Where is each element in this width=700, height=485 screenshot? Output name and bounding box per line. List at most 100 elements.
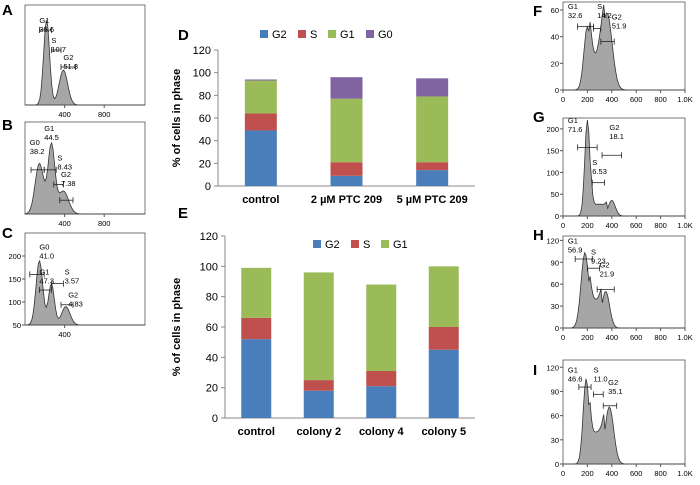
panel-label: E [178,205,188,222]
y-tick-label: 60 [551,6,559,15]
bar-s-segment [366,370,397,387]
gate-value-label: 47.3 [39,276,54,285]
panel-label: H [533,227,544,244]
x-tick-label: 600 [630,95,643,104]
histogram-area [25,259,145,326]
gate-phase-label: S [51,36,56,45]
x-tick-label: 400 [606,221,619,230]
legend-label-g0: G0 [378,29,393,41]
bar-g1-segment [244,80,277,114]
x-tick-label: 5 µM PTC 209 [397,194,468,206]
y-tick-label: 100 [193,68,211,80]
y-tick-label: 40 [551,33,559,42]
x-tick-label: 0 [561,95,565,104]
bar-s-segment [416,162,449,171]
y-tick-label: 0 [205,181,211,193]
histogram-area [563,251,685,329]
bar-g2-segment [416,170,449,186]
gate-phase-label: S [594,365,599,374]
histogram-area [563,4,685,91]
x-tick-label: colony 5 [421,426,466,438]
bar-g1-segment [330,98,363,163]
bar-g2-segment [241,339,272,418]
panel-label: I [533,362,537,379]
y-tick-label: 50 [13,321,21,330]
x-tick-label: 600 [630,469,643,478]
bar-g1-segment [366,284,397,371]
gate-phase-label: G2 [612,13,622,22]
gate-value-label: 35.1 [608,387,623,396]
bar-g0-segment [416,78,449,97]
y-tick-label: 120 [546,363,559,372]
bar-s-segment [241,317,272,340]
x-tick-label: 400 [606,469,619,478]
x-tick-label: 400 [58,219,71,228]
y-tick-label: 0 [212,413,218,425]
gate-value-label: 6.53 [592,167,607,176]
panel-e: E 0 20 40 60 80 100 120 % of cells in phase contr… [171,205,475,438]
x-tick-label: 400 [58,330,71,339]
bar-g0-segment [244,79,277,81]
histogram-area [563,378,685,465]
panel-label: G [533,109,545,126]
gate-value-label: 71.6 [568,125,583,134]
panel-label: A [2,2,13,19]
y-tick-label: 20 [551,59,559,68]
bar-g2-segment [244,130,277,186]
y-tick-label: 40 [199,136,211,148]
gate-phase-label: S [65,267,70,276]
y-tick-label: 50 [551,190,559,199]
gate-value-label: 21.9 [600,269,615,278]
gate-phase-label: G0 [30,138,40,147]
x-tick-label: colony 2 [296,426,341,438]
gate-phase-label: G2 [63,53,73,62]
x-tick-label: 800 [654,95,667,104]
gate-value-label: 8.43 [57,163,72,172]
y-tick-label: 100 [200,261,218,273]
legend-swatch-g1 [328,30,336,38]
bar-g2-segment [330,175,363,186]
legend-label-g1: G1 [340,29,355,41]
y-tick-label: 90 [551,258,559,267]
gate-value-label: 35.6 [39,25,54,34]
bar-g2-segment [303,390,334,418]
gate-value-label: 44.5 [44,133,59,142]
y-tick-label: 30 [551,302,559,311]
gate-value-label: 9.23 [591,256,606,265]
y-tick-label: 90 [551,387,559,396]
gate-phase-label: G0 [39,243,49,252]
legend-label-g1: G1 [393,239,408,251]
x-tick-label: 400 [58,110,71,119]
bar-s-segment [428,327,459,350]
x-tick-label: colony 4 [359,426,405,438]
legend-swatch-s [298,30,306,38]
gate-value-label: 46.6 [568,374,583,383]
gate-value-label: 10.7 [51,45,66,54]
gate-phase-label: S [592,158,597,167]
y-tick-label: 200 [546,125,559,134]
gate-value-label: 11.0 [594,374,608,383]
y-tick-label: 60 [206,322,218,334]
gate-value-label: 41.0 [39,252,54,261]
gate-phase-label: S [597,2,602,11]
legend-swatch-g2 [313,240,321,248]
y-tick-label: 60 [199,113,211,125]
y-tick-label: 120 [193,45,211,57]
x-tick-label: 400 [606,333,619,342]
gate-value-label: 4.83 [68,299,83,308]
x-tick-label: 800 [654,333,667,342]
y-tick-label: 150 [546,147,559,156]
bar-g1-segment [241,267,272,318]
legend-label-s: S [310,29,317,41]
y-tick-label: 200 [8,252,21,261]
y-tick-label: 40 [206,352,218,364]
bar-g2-segment [366,386,397,418]
legend-label-g2: G2 [272,29,287,41]
gate-phase-label: G2 [68,290,78,299]
gate-phase-label: G1 [568,2,578,11]
